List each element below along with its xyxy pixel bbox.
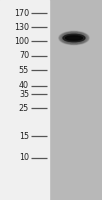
Ellipse shape	[65, 36, 82, 40]
Bar	[0, 0, 49, 200]
Ellipse shape	[60, 32, 88, 44]
Text: 130: 130	[14, 22, 29, 31]
Ellipse shape	[61, 33, 87, 43]
Text: 40: 40	[19, 81, 29, 90]
Text: 10: 10	[19, 154, 29, 162]
Text: 100: 100	[14, 36, 29, 46]
Ellipse shape	[60, 32, 88, 44]
Ellipse shape	[61, 32, 87, 44]
Ellipse shape	[59, 31, 89, 45]
Text: 25: 25	[19, 104, 29, 113]
Ellipse shape	[59, 31, 89, 45]
Text: 70: 70	[19, 51, 29, 60]
Ellipse shape	[63, 34, 85, 42]
Text: 55: 55	[19, 66, 29, 75]
Text: 35: 35	[19, 90, 29, 99]
Text: 170: 170	[14, 8, 29, 18]
Text: 15: 15	[19, 132, 29, 141]
